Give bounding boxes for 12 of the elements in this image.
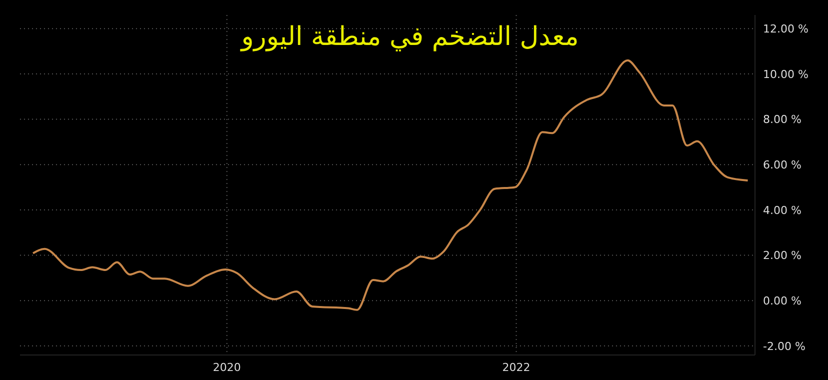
y-tick-label: 6.00 % <box>763 158 802 172</box>
y-tick-label: -2.00 % <box>763 340 806 353</box>
y-tick-label: 12.00 % <box>763 22 808 36</box>
y-tick-label: 4.00 % <box>763 204 802 217</box>
x-tick-label: 2020 <box>212 360 241 374</box>
y-tick-label: 8.00 % <box>763 113 802 126</box>
y-tick-label: 0.00 % <box>763 294 802 308</box>
chart-title: معدل التضخم في منطقة اليورو <box>239 22 580 52</box>
y-tick-label: 2.00 % <box>763 249 802 262</box>
x-tick-label: 2022 <box>502 360 530 374</box>
line-series <box>32 59 749 311</box>
y-tick-label: 10.00 % <box>763 68 808 81</box>
